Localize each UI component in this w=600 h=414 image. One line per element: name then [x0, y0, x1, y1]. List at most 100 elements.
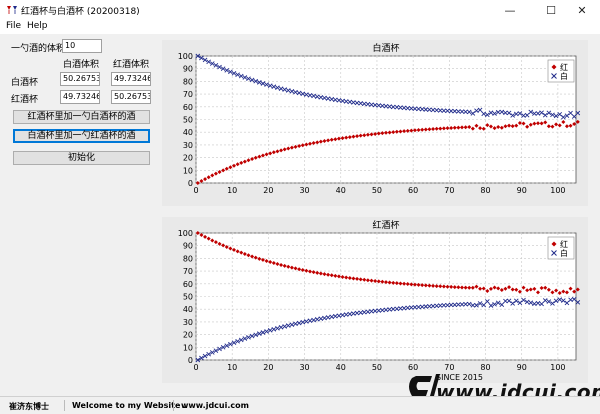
data-point-white [557, 297, 563, 302]
red-glass-white-volume[interactable]: 49.732463 [60, 90, 100, 104]
data-point-white [322, 95, 327, 101]
data-point-red [300, 267, 305, 272]
data-point-red [308, 141, 312, 146]
data-point-white [195, 357, 201, 363]
data-point-white [398, 105, 403, 110]
data-point-white [553, 298, 559, 304]
initialize-button[interactable]: 初始化 [13, 151, 150, 165]
data-point-red [384, 130, 388, 135]
data-point-red [528, 122, 533, 127]
spoon-volume-label: 一勺酒的体积 [11, 44, 66, 54]
x-tick-label: 30 [299, 186, 309, 195]
data-point-red [217, 241, 222, 246]
data-point-red [503, 286, 508, 291]
data-point-white [249, 77, 255, 83]
data-point-white [242, 75, 248, 80]
data-point-red [232, 163, 236, 168]
menu-help[interactable]: Help [27, 21, 48, 31]
data-point-white [495, 109, 501, 115]
data-point-white [322, 315, 327, 321]
data-point-red [210, 238, 215, 243]
data-point-red [300, 143, 305, 148]
x-tick-label: 60 [408, 363, 418, 372]
x-tick-label: 60 [408, 186, 418, 195]
data-point-red [333, 137, 338, 142]
data-point-red [438, 284, 443, 289]
data-point-red [452, 125, 457, 130]
close-button[interactable]: ✕ [577, 3, 587, 17]
data-point-white [369, 309, 374, 314]
status-website[interactable]: www.jdcui.com [181, 401, 249, 410]
data-point-white [539, 110, 544, 115]
column-header-white: 白酒体积 [63, 60, 100, 70]
data-point-red [499, 287, 504, 292]
data-point-red [539, 121, 544, 126]
white-glass-red-volume[interactable]: 49.732463 [111, 72, 151, 86]
data-point-white [358, 101, 363, 106]
y-tick-label: 40 [183, 128, 193, 137]
data-point-white [278, 86, 284, 91]
add-to-white-glass-button[interactable]: 白酒杯里加一勺红酒杯的酒 [13, 129, 150, 143]
data-point-white [253, 78, 259, 84]
data-point-white [532, 301, 537, 307]
data-point-red [282, 147, 287, 152]
data-point-red [336, 136, 341, 141]
data-point-white [466, 301, 472, 307]
data-point-white [238, 337, 244, 343]
data-point-red [525, 288, 530, 293]
y-tick-label: 90 [183, 65, 193, 74]
menu-file[interactable]: File [6, 21, 22, 31]
data-point-white [506, 298, 512, 304]
data-point-white [423, 107, 429, 112]
legend-label: 白 [560, 248, 568, 258]
data-point-red [499, 125, 504, 130]
data-point-white [485, 112, 490, 118]
data-point-red [242, 251, 247, 256]
data-point-white [575, 299, 581, 305]
data-point-red [398, 129, 403, 134]
data-point-white [289, 322, 295, 327]
data-point-red [293, 144, 298, 149]
data-point-white [293, 89, 298, 95]
add-to-red-glass-button[interactable]: 红酒杯里加一勺白酒杯的酒 [13, 110, 150, 124]
data-point-white [257, 331, 262, 336]
data-point-white [448, 108, 454, 114]
red-glass-red-volume[interactable]: 50.2675368 [111, 90, 151, 104]
y-tick-label: 20 [183, 331, 193, 340]
data-point-red [517, 289, 522, 294]
minimize-button[interactable]: — [504, 3, 516, 17]
y-tick-label: 80 [183, 254, 193, 263]
data-point-red [206, 236, 211, 241]
data-point-white [369, 102, 374, 107]
data-point-white [405, 305, 411, 311]
data-point-red [568, 286, 573, 291]
data-point-white [452, 302, 458, 308]
data-point-white [195, 53, 201, 59]
data-point-white [246, 76, 251, 82]
white-glass-white-volume[interactable]: 50.2675368 [60, 72, 100, 86]
data-point-white [409, 106, 414, 111]
title-bar: 红酒杯与白酒杯 (20200318) — ☐ ✕ [0, 0, 600, 20]
spoon-volume-input[interactable]: 10 [62, 39, 102, 53]
data-point-red [358, 133, 363, 138]
data-point-red [438, 126, 443, 131]
data-point-red [420, 283, 425, 288]
y-tick-label: 30 [183, 318, 193, 327]
data-point-white [202, 353, 208, 359]
data-point-red [546, 287, 551, 292]
data-point-red [434, 284, 439, 289]
data-point-white [427, 303, 432, 309]
status-separator [64, 400, 65, 411]
data-point-white [220, 344, 226, 350]
data-point-red [221, 243, 226, 248]
data-point-white [463, 109, 468, 115]
data-point-white [419, 106, 425, 112]
legend-label: 白 [560, 71, 568, 81]
data-point-red [496, 125, 501, 130]
status-bar: 崔济东博士 Welcome to my Website : www.jdcui.… [0, 396, 600, 414]
data-point-red [351, 276, 356, 281]
data-point-white [333, 313, 338, 319]
data-point-white [412, 106, 418, 112]
data-point-red [564, 124, 569, 129]
maximize-button[interactable]: ☐ [546, 3, 556, 17]
